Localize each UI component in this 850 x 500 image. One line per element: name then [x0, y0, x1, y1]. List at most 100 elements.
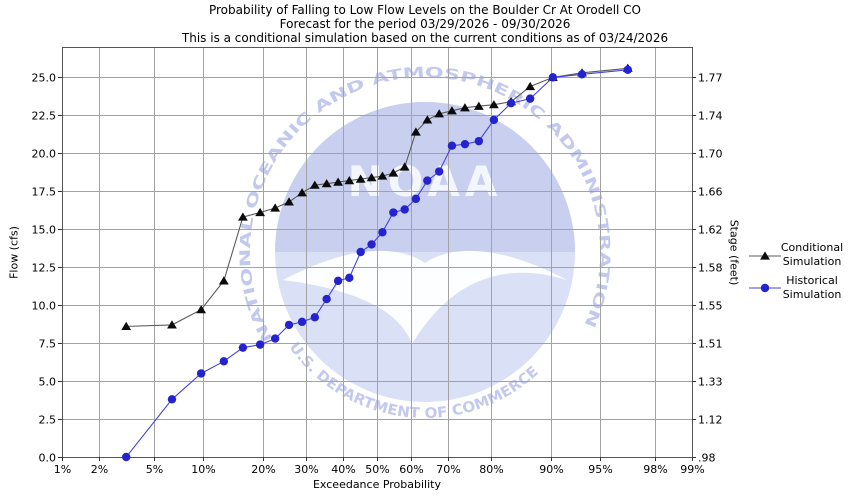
conditional-triangle-marker	[410, 127, 421, 136]
conditional-triangle-marker	[284, 197, 294, 206]
y-right-tick-label: 1.58	[698, 262, 723, 275]
conditional-triangle-marker	[355, 174, 366, 183]
historical-circle-marker	[367, 240, 376, 249]
conditional-triangle-marker	[434, 109, 445, 118]
historical-circle-marker	[434, 167, 444, 176]
historical-circle-marker	[345, 273, 354, 283]
y-right-tick-label: 1.70	[698, 148, 723, 161]
chart-title-line1: Probability of Falling to Low Flow Level…	[208, 3, 642, 17]
historical-circle-marker	[489, 115, 499, 125]
conditional-triangle-marker	[377, 171, 388, 180]
historical-circle-marker	[284, 320, 294, 330]
historical-circle-marker	[219, 357, 229, 366]
x-tick-label: 30%	[294, 463, 318, 476]
historical-circle-marker	[238, 343, 248, 352]
y-right-tick-label: 1.66	[698, 186, 723, 199]
conditional-triangle-marker	[473, 101, 484, 110]
conditional-triangle-marker	[422, 115, 433, 124]
x-axis-label: Exceedance Probability	[312, 478, 441, 491]
legend-triangle-icon	[760, 251, 770, 260]
historical-circle-marker	[474, 136, 484, 146]
chart-title-line2: Forecast for the period 03/29/2026 - 09/…	[279, 17, 571, 31]
x-tick-label: 80%	[479, 463, 503, 476]
conditional-triangle-marker	[238, 212, 248, 221]
x-tick-label: 2%	[91, 463, 108, 476]
y-axis-left-label: Flow (cfs)	[7, 226, 21, 279]
axis-ticks	[58, 77, 696, 461]
historical-circle-marker	[378, 228, 387, 237]
x-tick-label: 5%	[146, 463, 163, 476]
conditional-triangle-marker	[321, 179, 332, 188]
chart-title-line3: This is a conditional simulation based o…	[181, 31, 669, 45]
conditional-triangle-marker	[255, 207, 266, 217]
y-right-tick-label: 1.51	[698, 338, 723, 351]
conditional-triangle-marker	[121, 321, 132, 331]
historical-circle-marker	[122, 452, 131, 462]
historical-circle-marker	[411, 194, 421, 204]
x-tick-label: 95%	[588, 463, 612, 476]
y-left-tick-label: 17.5	[32, 186, 57, 199]
legend-circle-icon	[760, 283, 770, 293]
y-right-tick-label: 1.77	[698, 72, 723, 85]
conditional-triangle-marker	[344, 176, 355, 185]
conditional-triangle-marker	[388, 168, 399, 177]
historical-circle-marker	[577, 70, 587, 79]
historical-circle-marker	[310, 313, 320, 322]
y-right-tick-label: 1.33	[698, 376, 723, 389]
y-left-tick-label: 7.5	[39, 338, 57, 351]
grid	[62, 47, 693, 458]
legend-conditional-triangle-icon	[749, 251, 781, 260]
y-right-tick-label: 1.62	[698, 224, 723, 237]
conditional-triangle-marker	[270, 203, 281, 212]
x-tick-label: 50%	[365, 463, 389, 476]
legend-entry-conditional: Conditional Simulation	[776, 241, 848, 269]
x-tick-label: 1%	[54, 463, 71, 476]
historical-circle-marker	[167, 395, 177, 404]
conditional-triangle-marker	[297, 188, 307, 197]
x-tick-label: 90%	[539, 463, 563, 476]
legend-historical-label-line1: Historical	[786, 274, 838, 287]
y-left-tick-label: 12.5	[32, 262, 57, 275]
x-tick-label: 98%	[643, 463, 667, 476]
y-axis-right-label: Stage (feet)	[727, 219, 741, 286]
historical-circle-marker	[623, 65, 632, 74]
conditional-triangle-marker	[196, 305, 207, 314]
conditional-triangle-marker	[309, 180, 320, 189]
x-tick-label: 20%	[251, 463, 275, 476]
legend-entry-historical: Historical Simulation	[776, 274, 848, 302]
y-left-tick-label: 20.0	[32, 148, 57, 161]
historical-circle-marker	[400, 205, 409, 214]
historical-circle-marker	[506, 98, 516, 108]
noaa-seagull-icon	[283, 250, 567, 344]
y-left-tick-label: 15.0	[32, 224, 57, 237]
conditional-triangle-marker	[525, 81, 536, 91]
y-left-tick-label: 25.0	[32, 72, 57, 85]
x-tick-label: 40%	[331, 463, 355, 476]
historical-circle-marker	[423, 176, 432, 185]
x-tick-label: 70%	[436, 463, 460, 476]
y-left-tick-label: 22.5	[32, 110, 57, 123]
historical-circle-marker	[548, 73, 558, 82]
tick-labels: 1% 2% 5% 10% 20% 30% 40% 50% 60% 70% 80% 90% 95% 98% 9…	[32, 72, 723, 477]
noaa-emblem-letters: NOAA	[348, 157, 503, 206]
historical-circle-marker	[525, 94, 535, 103]
y-left-tick-label: 5.0	[39, 376, 57, 389]
y-right-tick-label: 1.12	[698, 414, 723, 427]
legend-historical-label-line2: Simulation	[782, 288, 842, 301]
legend-historical-circle-icon	[749, 283, 781, 293]
historical-circle-marker	[447, 141, 457, 150]
conditional-triangle-marker	[460, 103, 470, 112]
historical-circle-marker	[389, 208, 398, 217]
y-right-tick-label: .98	[698, 452, 716, 465]
conditional-triangle-marker	[167, 320, 177, 329]
historical-circle-marker	[270, 334, 280, 343]
conditional-triangle-marker	[218, 276, 229, 285]
historical-circle-marker	[297, 317, 307, 327]
y-left-tick-label: 10.0	[32, 300, 57, 313]
x-tick-label: 60%	[399, 463, 423, 476]
y-left-tick-label: 0.0	[39, 452, 57, 465]
conditional-triangle-marker	[488, 100, 499, 109]
